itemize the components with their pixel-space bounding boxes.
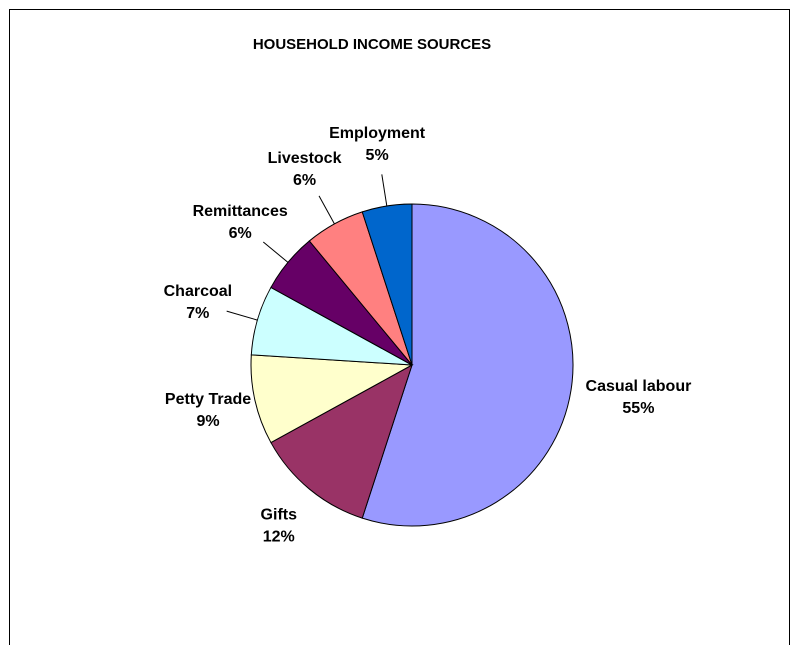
pie-slice — [361, 203, 413, 366]
slice-label: Livestock — [268, 150, 342, 167]
slice-label: Gifts — [261, 506, 298, 523]
slice-value-label: 12% — [263, 528, 295, 545]
slice-label: Remittances — [193, 203, 288, 220]
slice-label: Employment — [329, 125, 426, 142]
pie-slice — [250, 354, 414, 444]
slice-value-label: 9% — [196, 413, 219, 430]
slice-label: Casual labour — [586, 378, 692, 395]
pie-slice — [361, 203, 574, 527]
slice-value-label: 5% — [366, 147, 389, 164]
slice-value-label: 7% — [186, 305, 209, 322]
slice-value-label: 55% — [622, 400, 654, 417]
leader-line — [318, 195, 335, 225]
leader-line — [262, 241, 289, 263]
slice-label: Charcoal — [164, 283, 232, 300]
slice-value-label: 6% — [293, 172, 316, 189]
slice-value-label: 6% — [229, 225, 252, 242]
chart-title: HOUSEHOLD INCOME SOURCES — [253, 36, 491, 53]
leader-line — [381, 174, 388, 207]
chart-border — [9, 9, 790, 645]
pie-slice — [270, 363, 413, 519]
leader-line — [226, 310, 258, 321]
slice-label: Petty Trade — [165, 391, 251, 408]
